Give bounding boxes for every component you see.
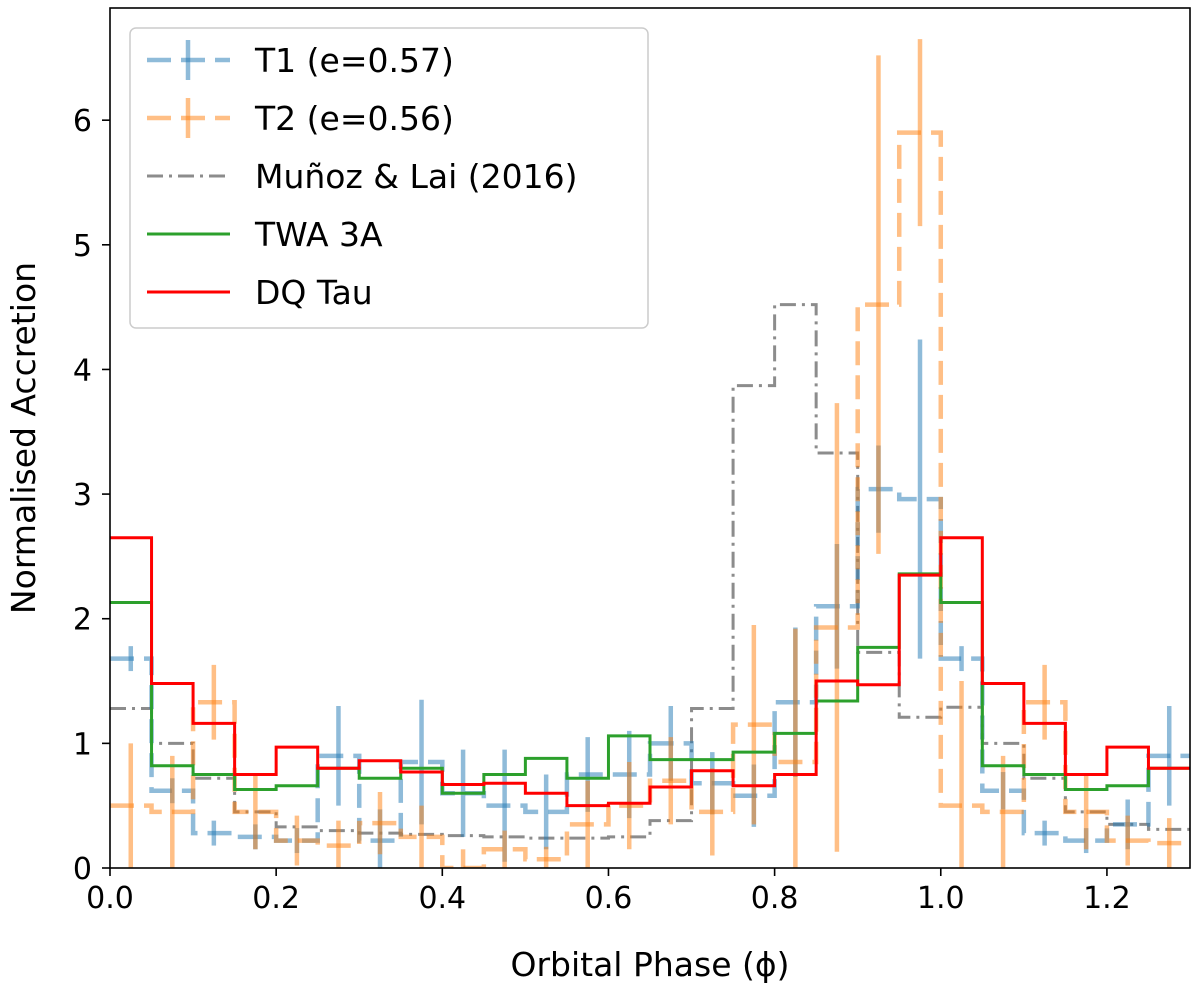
series-twa-3a bbox=[110, 572, 1190, 795]
legend-label: Muñoz & Lai (2016) bbox=[255, 157, 578, 196]
y-tick-label: 3 bbox=[73, 478, 92, 513]
series-mu-oz-lai-2016 bbox=[110, 303, 1190, 840]
series-line bbox=[110, 303, 1190, 840]
legend-label: T1 (e=0.57) bbox=[254, 41, 454, 80]
y-tick-label: 1 bbox=[73, 727, 92, 762]
legend-label: DQ Tau bbox=[255, 273, 373, 312]
x-tick-label: 1.2 bbox=[1083, 881, 1131, 916]
y-tick-label: 0 bbox=[73, 852, 92, 887]
x-tick-label: 0.8 bbox=[751, 881, 799, 916]
legend: T1 (e=0.57) T2 (e=0.56) Muñoz & Lai (2016)… bbox=[129, 27, 649, 329]
legend-item: T2 (e=0.56) bbox=[147, 98, 454, 138]
series-layer bbox=[110, 39, 1190, 868]
y-tick-label: 6 bbox=[73, 104, 92, 139]
series-line bbox=[110, 536, 1190, 808]
x-tick-label: 0.2 bbox=[252, 881, 300, 916]
series-line bbox=[110, 572, 1190, 795]
x-axis-label: Orbital Phase (ϕ) bbox=[510, 945, 789, 984]
y-tick-label: 2 bbox=[73, 603, 92, 638]
x-tick-label: 0.6 bbox=[585, 881, 633, 916]
legend-item: DQ Tau bbox=[147, 273, 373, 312]
y-tick-label: 4 bbox=[73, 353, 92, 388]
legend-box bbox=[129, 27, 649, 329]
y-tick-label: 5 bbox=[73, 229, 92, 264]
plot-frame bbox=[109, 7, 1191, 869]
x-axis: 0.0 0.2 0.4 0.6 0.8 1.0 1.2 bbox=[86, 868, 1131, 916]
x-tick-label: 1.0 bbox=[917, 881, 965, 916]
series-dq-tau bbox=[110, 536, 1190, 808]
legend-item: TWA 3A bbox=[147, 215, 383, 254]
y-axis-label: Normalised Accretion bbox=[4, 262, 43, 614]
x-tick-label: 0.4 bbox=[418, 881, 466, 916]
legend-label: TWA 3A bbox=[254, 215, 383, 254]
legend-label: T2 (e=0.56) bbox=[254, 99, 454, 138]
x-tick-label: 0.0 bbox=[86, 881, 134, 916]
legend-item: Muñoz & Lai (2016) bbox=[147, 157, 578, 196]
y-axis: 0 1 2 3 4 5 6 bbox=[73, 104, 110, 887]
legend-item: T1 (e=0.57) bbox=[147, 40, 454, 80]
